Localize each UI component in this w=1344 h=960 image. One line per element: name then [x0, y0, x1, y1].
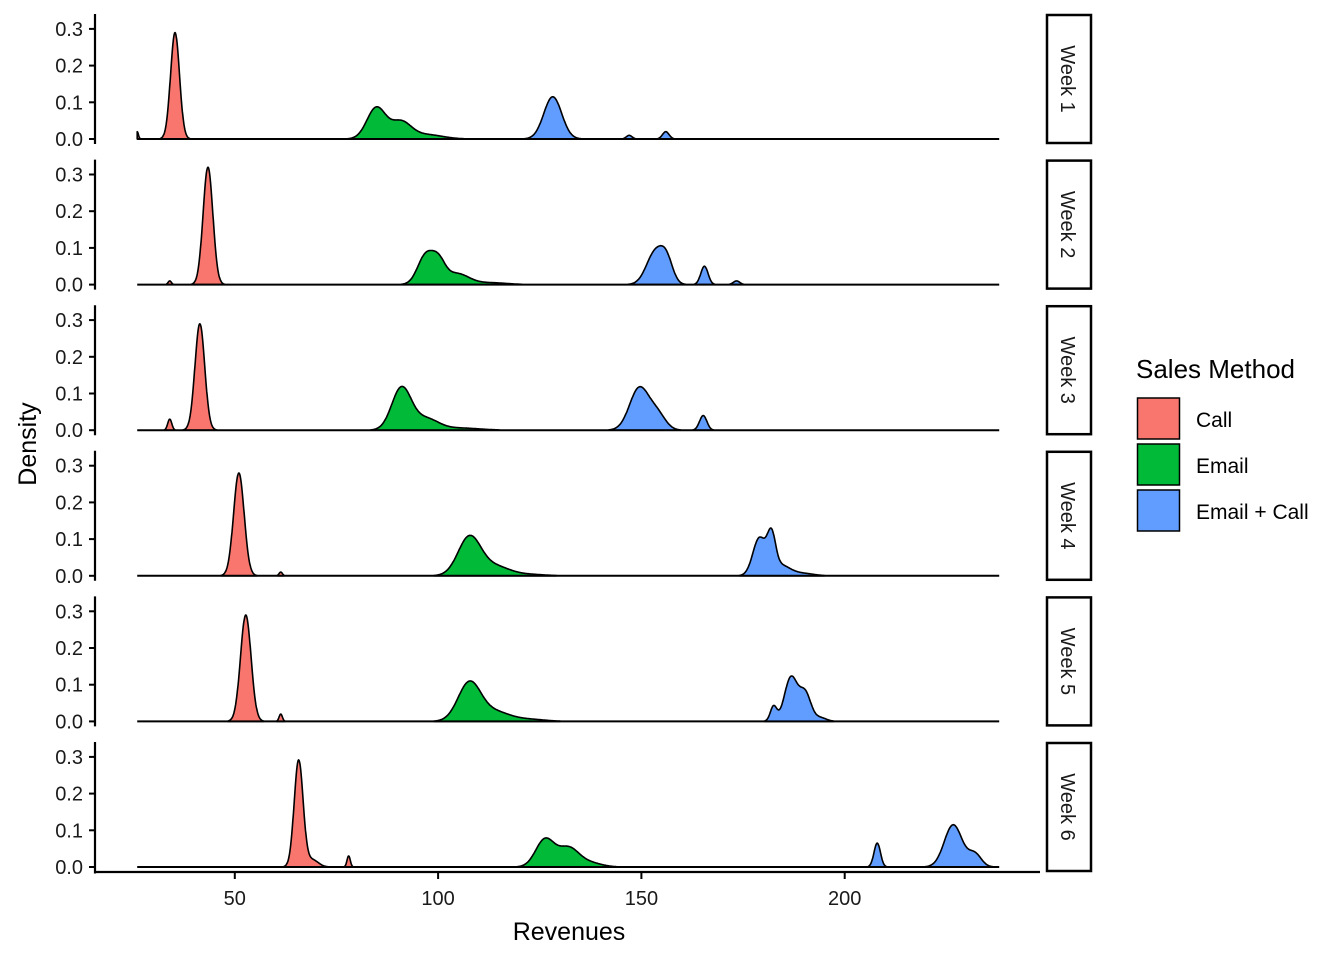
y-tick-label: 0.2 — [55, 784, 83, 806]
legend-key-call — [1136, 397, 1181, 440]
y-tick-label: 0.2 — [55, 56, 83, 78]
x-tick-label: 100 — [421, 888, 454, 910]
y-tick-label: 0.2 — [55, 347, 83, 369]
legend: Sales Method Call Email Email + Call — [1136, 354, 1309, 532]
y-tick-label: 0.1 — [55, 820, 83, 842]
strip-box — [1045, 304, 1093, 436]
facet-strip: Week 6 — [1045, 741, 1093, 873]
y-tick-label: 0.3 — [55, 19, 83, 41]
y-tick-label: 0.3 — [55, 310, 83, 332]
y-tick-label: 0.1 — [55, 675, 83, 697]
y-axis-title: Density — [14, 402, 42, 486]
y-tick-label: 0.3 — [55, 165, 83, 187]
density-area-email-call — [738, 527, 826, 577]
density-area-email-call — [692, 414, 715, 431]
y-tick-label: 0.1 — [55, 529, 83, 551]
y-tick-label: 0.1 — [55, 92, 83, 114]
density-area-email — [516, 837, 618, 868]
density-area-email-call — [627, 244, 687, 286]
y-tick-label: 0.1 — [55, 238, 83, 260]
y-tick-label: 0.3 — [55, 456, 83, 478]
x-tick-label: 50 — [224, 888, 246, 910]
strip-label: Week 3 — [1056, 336, 1078, 403]
y-tick-label: 0.3 — [55, 747, 83, 769]
y-tick-label: 0.0 — [55, 275, 83, 297]
density-area-call — [136, 130, 141, 140]
facet-panel-week-5: 0.0 0.1 0.2 0.3 Week 5 — [55, 596, 1093, 733]
density-area-call — [275, 713, 286, 723]
facet-panel-week-3: 0.0 0.1 0.2 0.3 Week 3 — [55, 304, 1093, 442]
x-tick-label: 200 — [828, 888, 861, 910]
facet-strip: Week 2 — [1045, 159, 1093, 290]
density-area-email — [433, 534, 558, 577]
density-area-email — [347, 106, 465, 140]
y-tick-label: 0.2 — [55, 492, 83, 514]
strip-label: Week 1 — [1056, 45, 1078, 112]
strip-box — [1045, 159, 1093, 290]
density-area-call — [182, 323, 218, 431]
x-tick-label: 150 — [625, 888, 658, 910]
legend-key-email-call — [1136, 489, 1181, 532]
y-tick-label: 0.2 — [55, 201, 83, 223]
density-area-email-call — [656, 130, 675, 140]
strip-label: Week 6 — [1056, 773, 1078, 840]
y-tick-label: 0.0 — [55, 711, 83, 733]
density-area-call — [220, 472, 258, 577]
strip-box — [1045, 741, 1093, 873]
facet-strip: Week 1 — [1045, 13, 1093, 145]
density-area-email — [433, 680, 561, 723]
density-area-email-call — [523, 96, 582, 140]
density-area-call — [343, 855, 354, 868]
density-area-call — [227, 614, 265, 723]
y-tick-label: 0.0 — [55, 566, 83, 588]
y-tick-label: 0.2 — [55, 638, 83, 660]
x-axis: 50 100 150 200 — [94, 870, 1040, 910]
facet-panel-week-2: 0.0 0.1 0.2 0.3 Week 2 — [55, 159, 1093, 297]
legend-label: Email — [1196, 455, 1249, 478]
legend-title: Sales Method — [1136, 354, 1295, 384]
y-tick-label: 0.0 — [55, 129, 83, 151]
legend-key-email — [1136, 443, 1181, 486]
strip-label: Week 2 — [1056, 191, 1078, 258]
facet-panel-week-4: 0.0 0.1 0.2 0.3 Week 4 — [55, 450, 1093, 588]
density-area-email-call — [693, 265, 716, 286]
y-tick-label: 0.0 — [55, 857, 83, 879]
density-area-call — [159, 31, 191, 140]
strip-box — [1045, 450, 1093, 582]
density-area-email-call — [924, 823, 994, 868]
legend-label: Call — [1196, 409, 1232, 432]
facet-strip: Week 4 — [1045, 450, 1093, 582]
density-area-call — [282, 759, 329, 868]
density-area-call — [163, 418, 176, 431]
density-area-email — [400, 249, 523, 286]
strip-box — [1045, 596, 1093, 727]
strip-label: Week 5 — [1056, 628, 1078, 695]
facet-strip: Week 3 — [1045, 304, 1093, 436]
density-area-email-call — [763, 675, 835, 723]
density-area-email-call — [867, 842, 888, 868]
legend-label: Email + Call — [1196, 501, 1309, 524]
y-tick-label: 0.1 — [55, 384, 83, 406]
density-area-email — [370, 385, 500, 431]
x-axis-title: Revenues — [513, 918, 626, 946]
y-tick-label: 0.3 — [55, 601, 83, 623]
strip-box — [1045, 13, 1093, 145]
density-area-call — [190, 166, 226, 286]
facet-panel-week-6: 0.0 0.1 0.2 0.3 Week 6 — [55, 741, 1093, 879]
facet-panel-week-1: 0.0 0.1 0.2 0.3 Week 1 — [55, 13, 1093, 151]
strip-label: Week 4 — [1056, 482, 1078, 549]
y-tick-label: 0.0 — [55, 420, 83, 442]
facet-strip: Week 5 — [1045, 596, 1093, 727]
density-area-email-call — [608, 385, 682, 431]
